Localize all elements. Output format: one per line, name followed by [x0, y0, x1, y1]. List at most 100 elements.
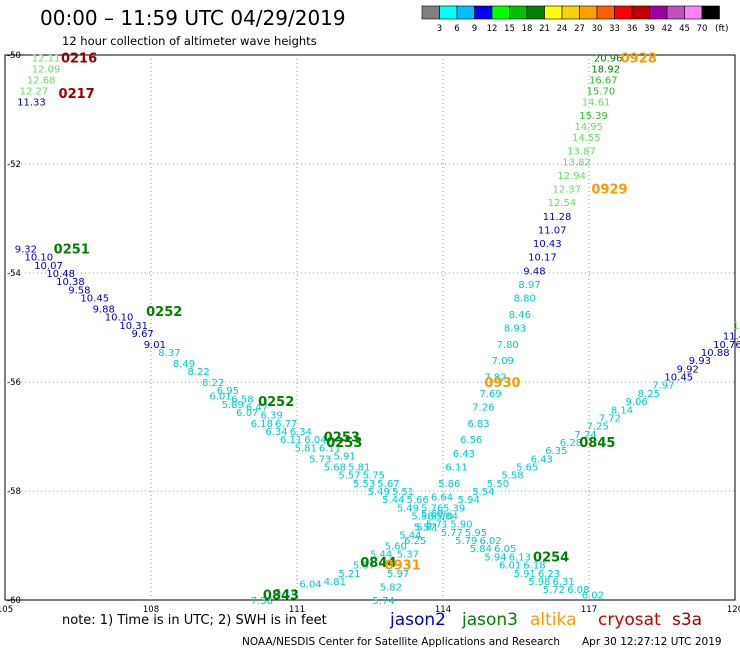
wave-height-value: 15.70: [587, 86, 616, 97]
legend-bin-label: 45: [679, 24, 690, 34]
wave-height-value: 6.34: [290, 427, 312, 438]
wave-height-value: 8.93: [504, 324, 526, 335]
wave-height-value: 12.37: [553, 185, 582, 196]
lon-tick-label: 117: [581, 605, 597, 615]
wave-height-value: 5.57: [353, 561, 375, 572]
wave-height-value: 6.34: [265, 427, 287, 438]
wave-height-value: 12: [733, 321, 740, 332]
wave-height-value: 5.66: [407, 495, 429, 506]
wave-height-value: 5.91: [334, 452, 356, 463]
wave-height-value: 7.25: [587, 422, 609, 433]
wave-height-value: 6.56: [460, 435, 482, 446]
wave-height-value: 6.83: [467, 419, 489, 430]
wave-height-value: 13.82: [562, 157, 591, 168]
wave-height-value: 5.68: [324, 462, 346, 473]
wave-height-value: 6.64: [431, 492, 453, 503]
wave-height-value: 5.54: [472, 487, 494, 498]
legend-swatch: [474, 5, 493, 20]
legend-bin-label: 39: [644, 24, 655, 34]
wave-height-value: 5.49: [397, 503, 419, 514]
lat-tick-label: -54: [7, 269, 21, 279]
wave-height-value: 5.58: [411, 512, 433, 523]
wave-height-value: 5.77: [441, 528, 463, 539]
wave-height-value: 15.39: [579, 111, 608, 122]
legend-bin-label: 6: [454, 24, 459, 34]
pass-time-label: 0930: [484, 376, 520, 391]
satellite-legend-cryosat: cryosat: [598, 610, 661, 630]
legend-bin-label: 36: [627, 24, 638, 34]
wave-height-value: 7.82: [484, 373, 506, 384]
wave-height-value: 7.72: [599, 413, 621, 424]
footer-timestamp: Apr 30 12:27:12 UTC 2019: [582, 636, 722, 648]
wave-height-value: 14.55: [572, 133, 601, 144]
legend-bin-label: 30: [592, 24, 603, 34]
map-title: 00:00 – 11:59 UTC 04/29/2019: [40, 6, 346, 30]
legend-bin-label: 70: [697, 24, 708, 34]
map-subtitle: 12 hour collection of altimeter wave hei…: [62, 34, 317, 48]
wave-height-value: 8.22: [188, 367, 210, 378]
legend-swatch: [456, 5, 475, 20]
wave-height-value: 7.24: [574, 430, 596, 441]
wave-height-value: 12.94: [557, 171, 586, 182]
wave-height-value: 8.37: [158, 348, 180, 359]
wave-height-value: 13.87: [567, 146, 596, 157]
wave-height-value: 11.07: [538, 225, 567, 236]
latitude-tick-labels: -50 -52 -54 -56 -58 -60: [7, 51, 21, 606]
wave-height-value: 10.45: [80, 294, 109, 305]
wave-height-value: 6.31: [553, 577, 575, 588]
wave-height-value: 9.06: [626, 397, 648, 408]
pass-time-label: 0254: [533, 550, 569, 565]
legend-bin-label: 15: [504, 24, 515, 34]
pass-time-label: 0931: [385, 559, 421, 574]
wave-height-value: 5.44: [370, 550, 392, 561]
wave-height-value: 10.17: [528, 253, 557, 264]
wave-height-value: 7.69: [480, 389, 502, 400]
plot-frame: [4, 54, 736, 601]
wave-height-value: 6.08: [567, 585, 589, 596]
wave-height-legend: 3 6 9 12 15 18 21 24 27 30 33 36 39 42 45 70: [421, 5, 720, 34]
wave-height-value: 10.10: [105, 313, 134, 324]
wave-height-value: 5.21: [338, 569, 360, 580]
satellite-legend-s3a: s3a: [672, 610, 702, 630]
wave-height-value: 6.11: [319, 443, 341, 454]
pass-time-label: 0251: [54, 242, 90, 257]
pass-time-label: 0253: [324, 431, 360, 446]
wave-height-value: 7.26: [472, 403, 494, 414]
wave-height-value: 5.91: [514, 569, 536, 580]
wave-height-value: 10.76: [713, 340, 740, 351]
wave-height-value: 6.28: [560, 438, 582, 449]
wave-height-value: 6.23: [538, 569, 560, 580]
wave-height-value: 6.18: [523, 561, 545, 572]
pass-time-label: 0252: [258, 395, 294, 410]
wave-height-value: 5.49: [368, 487, 390, 498]
legend-unit: (ft): [715, 24, 729, 34]
pass-time-label: 0217: [59, 87, 95, 102]
legend-swatch: [561, 5, 580, 20]
wave-height-value: 7.97: [652, 381, 674, 392]
track-jason3-0845: 1211.410.7610.889.939.9210.457.978.259.0…: [251, 321, 740, 607]
wave-height-value: 8.80: [514, 294, 536, 305]
wave-height-value: 5.94: [484, 552, 506, 563]
wave-height-value: 5.97: [387, 569, 409, 580]
wave-height-value: 5.75: [363, 471, 385, 482]
wave-height-value: 7.80: [497, 340, 519, 351]
satellite-legend: jason2 jason3 altika cryosat s3a: [389, 610, 702, 630]
wave-height-value: 5.65: [516, 462, 538, 473]
wave-height-value: 5.90: [450, 520, 472, 531]
wave-height-value: 5.76: [421, 503, 443, 514]
lon-tick-label: 111: [289, 605, 305, 615]
legend-swatch: [649, 5, 668, 20]
lat-tick-label: -56: [7, 378, 21, 388]
footer-credit: NOAA/NESDIS Center for Satellite Applica…: [242, 636, 560, 648]
pass-time-label: 0928: [621, 52, 657, 67]
wave-height-value: 5.37: [397, 550, 419, 561]
wave-height-value: 5.95: [465, 528, 487, 539]
wave-height-value: 5.84: [436, 512, 458, 523]
lon-tick-label: 120: [727, 605, 740, 615]
wave-height-value: 5.14: [275, 588, 297, 599]
wave-height-value: 5.50: [487, 479, 509, 490]
track-jason3-0252: 6.015.896.076.186.346.115.815.735.685.57…: [209, 392, 565, 596]
satellite-tracks: 12.1112.0912.6812.2711.339.3210.1010.071…: [15, 54, 740, 607]
